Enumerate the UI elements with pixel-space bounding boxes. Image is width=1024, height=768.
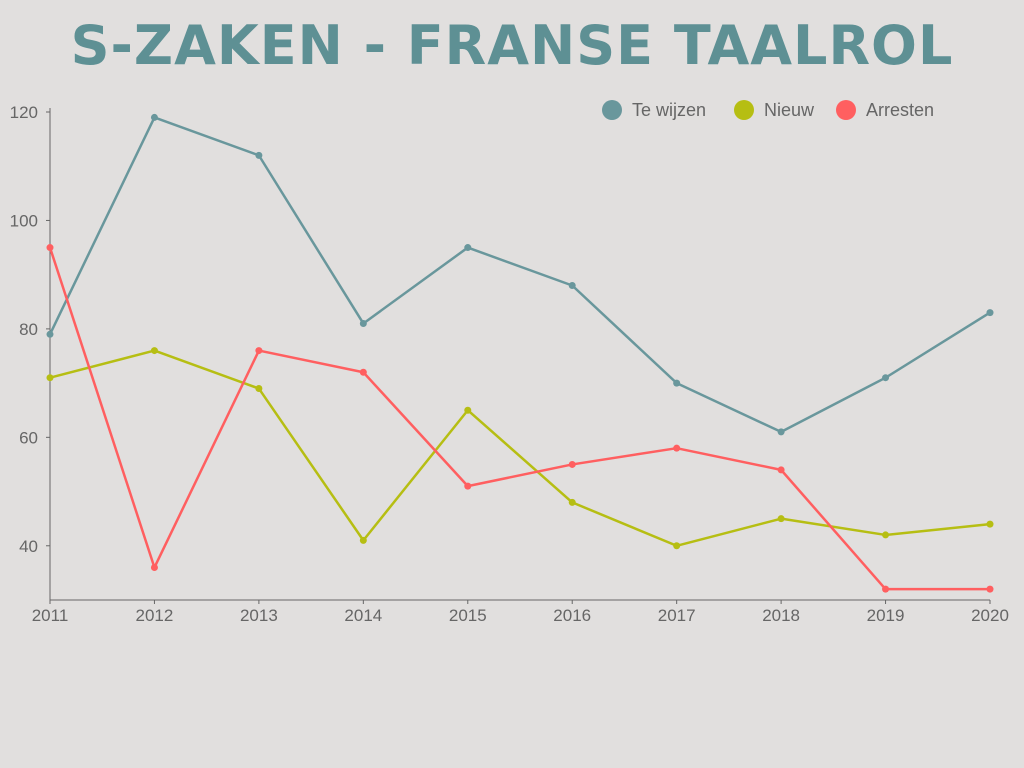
data-point-te-wijzen	[882, 374, 890, 382]
data-point-nieuw	[568, 498, 576, 506]
y-tick-label: 60	[19, 428, 38, 447]
data-point-arresten	[359, 368, 367, 376]
data-point-te-wijzen	[359, 319, 367, 327]
data-point-te-wijzen	[568, 282, 576, 290]
legend-marker	[836, 100, 856, 120]
data-point-te-wijzen	[777, 428, 785, 436]
data-point-arresten	[568, 460, 576, 468]
x-tick-label: 2012	[136, 606, 174, 625]
data-point-te-wijzen	[150, 113, 158, 121]
data-point-nieuw	[777, 515, 785, 523]
chart-title: S-ZAKEN - FRANSE TAALROL	[70, 14, 954, 77]
legend-label: Te wijzen	[632, 100, 706, 120]
axes	[49, 108, 990, 601]
data-point-nieuw	[359, 536, 367, 544]
data-point-arresten	[464, 482, 472, 490]
data-points	[46, 113, 994, 593]
data-point-nieuw	[150, 347, 158, 355]
data-point-te-wijzen	[255, 151, 263, 159]
x-tick-label: 2013	[240, 606, 278, 625]
data-point-te-wijzen	[986, 309, 994, 317]
x-tick-label: 2011	[32, 606, 69, 625]
x-tick-label: 2014	[344, 606, 382, 625]
data-point-arresten	[673, 444, 681, 452]
tick-labels: 40 60 80 100 120 2011 2012 2013 2014 2015 2016 2017…	[10, 103, 1009, 625]
x-tick-label: 2020	[971, 606, 1009, 625]
data-point-arresten	[255, 347, 263, 355]
data-point-nieuw	[46, 374, 54, 382]
data-point-arresten	[150, 563, 158, 571]
legend-marker	[602, 100, 622, 120]
data-point-arresten	[986, 585, 994, 593]
series-line-te-wijzen	[48, 116, 991, 434]
legend-label: Nieuw	[764, 100, 815, 120]
x-tick-label: 2019	[867, 606, 905, 625]
x-tick-label: 2018	[762, 606, 800, 625]
x-tick-label: 2015	[449, 606, 487, 625]
x-tick-label: 2016	[553, 606, 591, 625]
data-point-nieuw	[673, 542, 681, 550]
y-tick-label: 100	[10, 211, 38, 230]
y-tick-label: 120	[10, 103, 38, 122]
data-point-nieuw	[986, 520, 994, 528]
data-point-arresten	[777, 466, 785, 474]
y-tick-label: 40	[19, 537, 38, 556]
series-line-arresten	[48, 247, 990, 591]
data-point-nieuw	[464, 406, 472, 414]
data-point-te-wijzen	[46, 330, 54, 338]
data-point-arresten	[882, 585, 890, 593]
x-tick-label: 2017	[658, 606, 696, 625]
series-lines	[48, 116, 991, 591]
legend-marker	[734, 100, 754, 120]
legend: Te wijzen Nieuw Arresten	[602, 100, 934, 120]
data-point-arresten	[46, 244, 54, 252]
legend-label: Arresten	[866, 100, 934, 120]
y-tick-label: 80	[19, 320, 38, 339]
data-point-nieuw	[882, 531, 890, 539]
data-point-te-wijzen	[464, 244, 472, 252]
data-point-te-wijzen	[673, 379, 681, 387]
data-point-nieuw	[255, 385, 263, 393]
series-line-nieuw	[49, 349, 991, 548]
